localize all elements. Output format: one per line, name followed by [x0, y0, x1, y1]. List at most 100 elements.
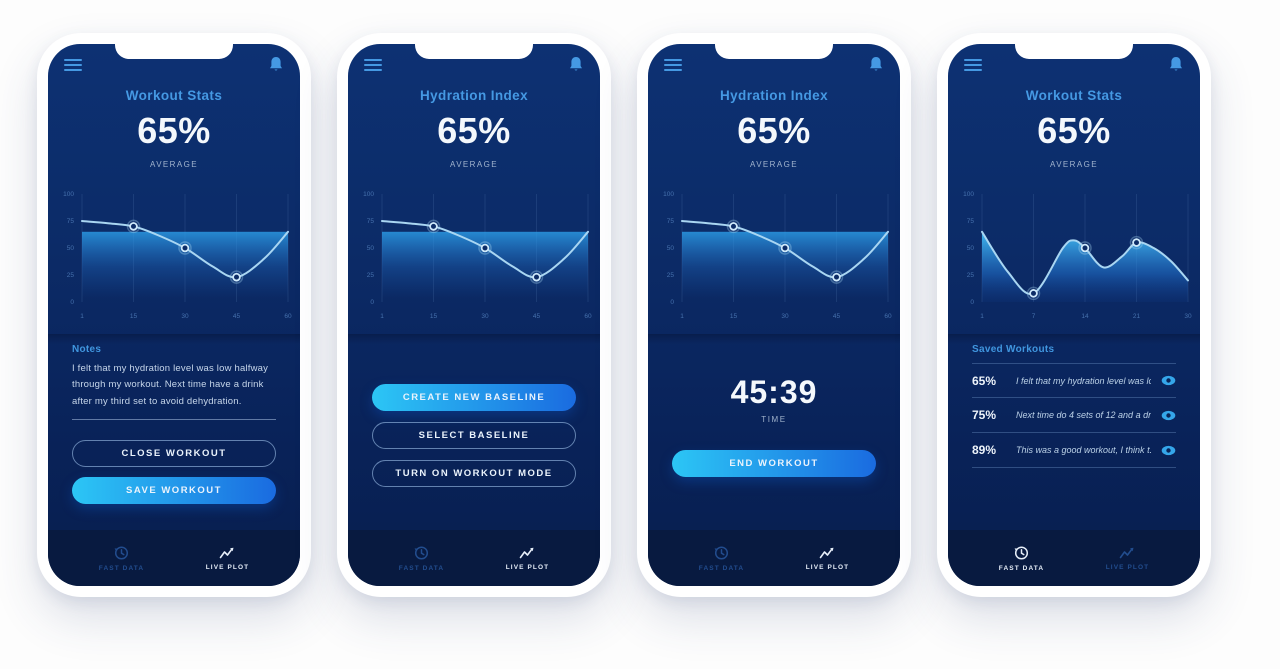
svg-text:30: 30 [481, 313, 489, 320]
svg-text:75: 75 [667, 218, 675, 225]
svg-text:45: 45 [833, 313, 841, 320]
bottom-nav: FAST DATA LIVE PLOT [348, 530, 600, 586]
nav-fast-data-label: FAST DATA [698, 564, 745, 572]
svg-text:60: 60 [584, 313, 592, 320]
average-caption: AVERAGE [450, 160, 498, 169]
nav-fast-data-label: FAST DATA [398, 564, 445, 572]
notifications-bell-icon[interactable] [268, 56, 284, 73]
svg-text:1: 1 [80, 313, 84, 320]
phone-frame-2: Hydration Index 65% AVERAGE 1 15 30 45 60 100… [337, 33, 611, 597]
screen-hydration-timer: Hydration Index 65% AVERAGE 1 15 30 45 60 100… [648, 44, 900, 586]
notes-underline [72, 418, 276, 420]
average-value: 65% [1037, 110, 1111, 151]
average-caption: AVERAGE [1050, 160, 1098, 169]
close-workout-button[interactable]: CLOSE WORKOUT [72, 439, 276, 467]
svg-text:50: 50 [67, 245, 75, 252]
menu-icon[interactable] [64, 59, 82, 71]
page-title: Workout Stats [125, 88, 223, 103]
phone-notch [715, 44, 833, 59]
saved-workout-row[interactable]: 65% I felt that my hydration level was l… [972, 363, 1176, 398]
notes-text: I felt that my hydration level was low h… [72, 363, 269, 407]
view-workout-eye-icon[interactable] [1161, 445, 1176, 456]
saved-workouts-label: Saved Workouts [972, 344, 1055, 355]
nav-live-plot-label: LIVE PLOT [205, 563, 250, 571]
svg-text:25: 25 [67, 272, 75, 279]
notes-label: Notes [72, 344, 102, 355]
saved-workout-row[interactable]: 75% Next time do 4 sets of 12 and a dr..… [972, 398, 1176, 433]
menu-icon[interactable] [364, 59, 382, 71]
view-workout-eye-icon[interactable] [1161, 410, 1176, 421]
notifications-bell-icon[interactable] [568, 56, 584, 73]
menu-icon[interactable] [664, 59, 682, 71]
workout-note-preview: I felt that my hydration level was lo... [1016, 375, 1151, 386]
create-new-baseline-button[interactable]: CREATE NEW BASELINE [372, 384, 576, 411]
nav-fast-data[interactable]: FAST DATA [399, 545, 444, 572]
svg-text:0: 0 [70, 299, 74, 306]
svg-text:100: 100 [63, 191, 74, 198]
nav-fast-data[interactable]: FAST DATA [999, 545, 1044, 572]
bottom-nav: FAST DATA LIVE PLOT [948, 530, 1200, 586]
nav-fast-data[interactable]: FAST DATA [699, 545, 744, 572]
notifications-bell-icon[interactable] [868, 56, 884, 73]
phone-frame-1: Workout Stats 65% AVERAGE 1 15 30 45 60 100 75… [37, 33, 311, 597]
svg-text:100: 100 [963, 191, 974, 198]
svg-text:100: 100 [663, 191, 674, 198]
average-value: 65% [437, 110, 511, 151]
nav-live-plot[interactable]: LIVE PLOT [206, 546, 250, 571]
svg-text:30: 30 [1184, 313, 1192, 320]
saved-workouts-list: 65% I felt that my hydration level was l… [972, 363, 1176, 468]
section-divider [948, 334, 1200, 344]
history-icon [115, 545, 129, 560]
phone-notch [1015, 44, 1133, 59]
menu-icon[interactable] [964, 59, 982, 71]
phone-frame-4: Workout Stats 65% AVERAGE 1 7 14 21 30 100 75 5… [937, 33, 1211, 597]
live-plot-icon [1120, 547, 1134, 558]
saved-workout-row[interactable]: 89% This was a good workout, I think t..… [972, 433, 1176, 468]
hydration-line-chart: 1 15 30 45 60 100 75 50 25 0 [63, 191, 292, 320]
history-icon [1015, 545, 1029, 560]
saved-workouts-section: Saved Workouts 65% I felt that my hydrat… [948, 344, 1200, 528]
page-title: Hydration Index [419, 88, 528, 103]
nav-live-plot[interactable]: LIVE PLOT [506, 546, 550, 571]
svg-text:25: 25 [667, 272, 675, 279]
svg-text:100: 100 [363, 191, 374, 198]
nav-live-plot-label: LIVE PLOT [505, 563, 550, 571]
live-plot-icon [520, 547, 534, 558]
workout-timer: 45:39 [730, 374, 818, 410]
select-baseline-button[interactable]: SELECT BASELINE [372, 422, 576, 449]
workout-percent: 65% [972, 373, 997, 388]
nav-live-plot[interactable]: LIVE PLOT [1106, 546, 1150, 571]
bottom-nav: FAST DATA LIVE PLOT [48, 530, 300, 586]
turn-on-workout-mode-button[interactable]: TURN ON WORKOUT MODE [372, 460, 576, 487]
workout-percent: 75% [972, 408, 997, 422]
svg-text:15: 15 [130, 313, 138, 320]
live-plot-icon [220, 547, 234, 558]
history-icon [715, 545, 729, 560]
notifications-bell-icon[interactable] [1168, 56, 1184, 73]
save-workout-button[interactable]: SAVE WORKOUT [72, 476, 276, 504]
section-divider [48, 334, 300, 344]
svg-text:30: 30 [781, 313, 789, 320]
workout-percent: 89% [972, 443, 997, 457]
history-icon [415, 545, 429, 560]
svg-text:25: 25 [967, 272, 975, 279]
hydration-line-chart: 1 15 30 45 60 100 75 50 25 0 [363, 191, 592, 320]
nav-fast-data-label: FAST DATA [98, 564, 145, 572]
nav-live-plot-label: LIVE PLOT [1105, 563, 1150, 571]
end-workout-button[interactable]: END WORKOUT [672, 450, 876, 477]
nav-live-plot[interactable]: LIVE PLOT [806, 546, 850, 571]
svg-text:45: 45 [233, 313, 241, 320]
average-value: 65% [737, 110, 811, 151]
workout-note-preview: This was a good workout, I think t... [1016, 445, 1151, 455]
svg-text:15: 15 [430, 313, 438, 320]
nav-fast-data[interactable]: FAST DATA [99, 545, 144, 572]
svg-text:14: 14 [1081, 313, 1089, 320]
screen-workout-stats-live: Workout Stats 65% AVERAGE 1 15 30 45 60 100 75… [48, 44, 300, 586]
section-divider [648, 334, 900, 344]
svg-text:7: 7 [1032, 313, 1036, 320]
screen-saved-workouts: Workout Stats 65% AVERAGE 1 7 14 21 30 100 75 5… [948, 44, 1200, 586]
svg-text:1: 1 [980, 313, 984, 320]
view-workout-eye-icon[interactable] [1161, 375, 1176, 386]
phone-notch [115, 44, 233, 59]
